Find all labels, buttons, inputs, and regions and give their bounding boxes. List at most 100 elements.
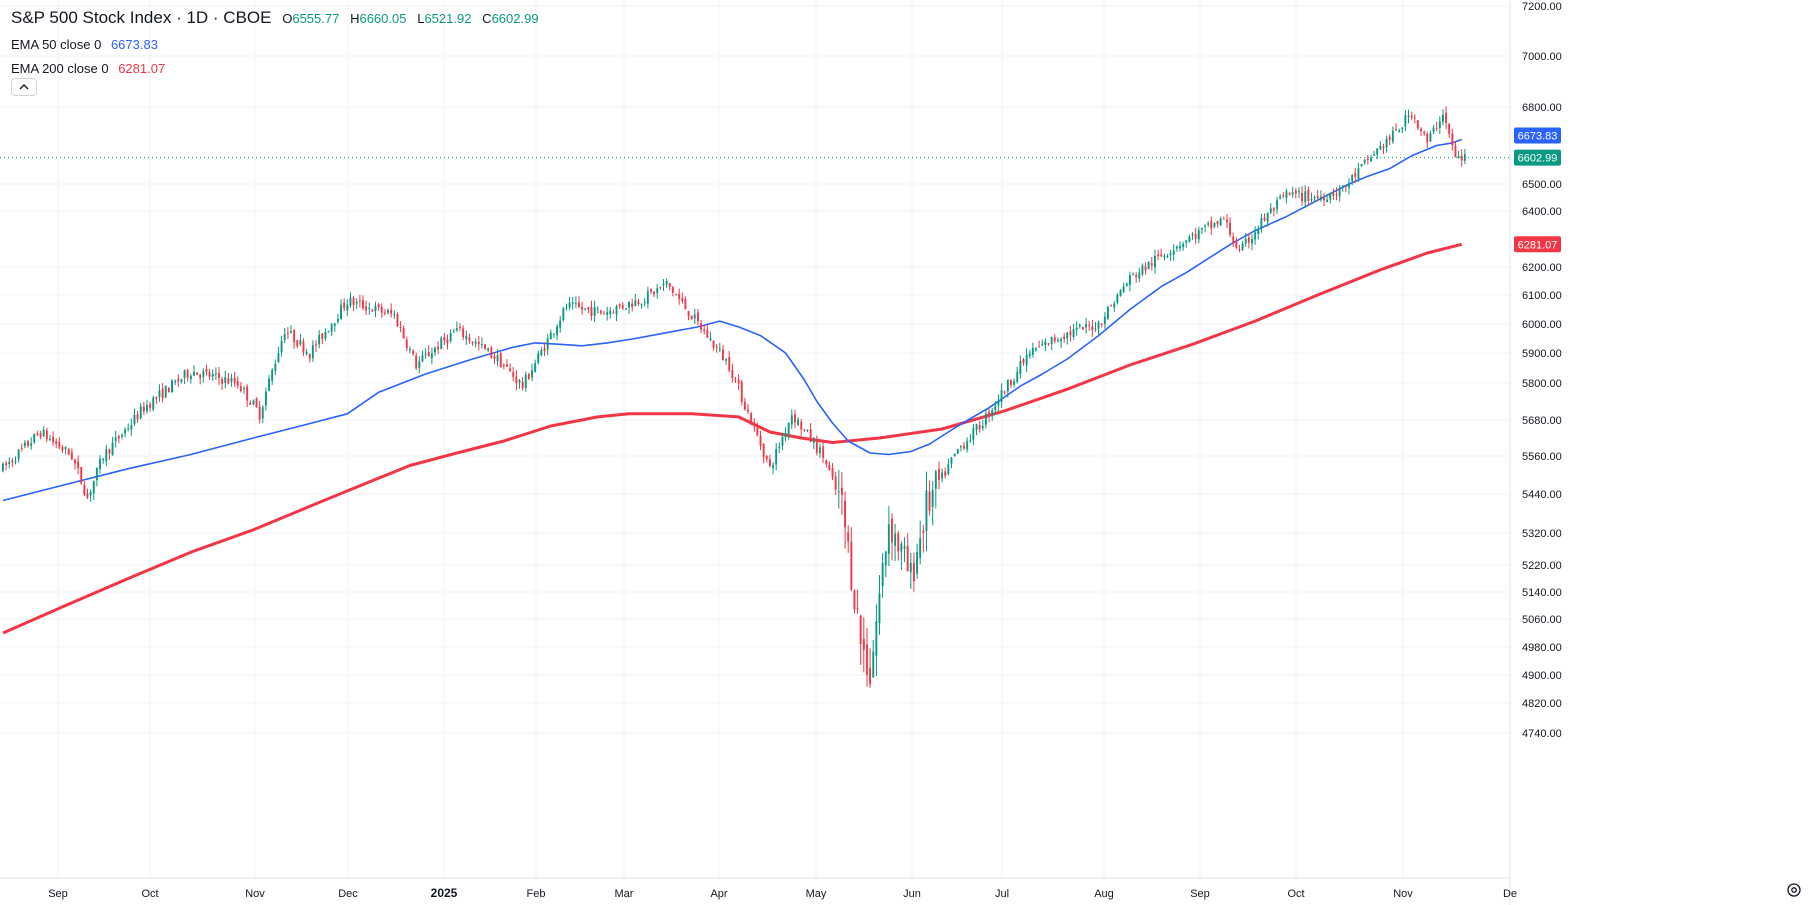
candle-body: [49, 438, 51, 440]
candle-body: [83, 485, 86, 495]
candle-body: [477, 342, 480, 345]
candle-body: [5, 462, 8, 466]
candle-body: [775, 449, 778, 465]
candle-body: [11, 460, 14, 463]
candle-body: [515, 376, 518, 384]
candle-body: [149, 404, 152, 409]
candle-body: [1003, 391, 1006, 393]
candle-body: [941, 472, 943, 479]
candle-body: [333, 323, 336, 326]
price-axis[interactable]: 4740.00 4820.00 4900.00 4980.00 5060.00 5140.…: [1522, 1, 1562, 740]
candle-body: [794, 414, 796, 423]
ema-50-legend[interactable]: EMA 50 close 0 6673.83: [11, 34, 539, 58]
candle-body: [462, 328, 465, 338]
symbol-row[interactable]: S&P 500 Stock Index · 1D · CBOE O6555.77…: [11, 6, 539, 34]
candle-body: [609, 310, 612, 315]
candle-body: [261, 407, 264, 419]
candle-body: [1072, 329, 1075, 337]
collapse-legend-button[interactable]: [11, 78, 37, 96]
candle-body: [55, 441, 58, 444]
candle-body: [1066, 332, 1069, 339]
candle-body: [556, 326, 558, 336]
high-value: 6660.05: [359, 11, 407, 26]
candle-body: [856, 608, 859, 610]
ema-200-line: [2, 242, 1463, 635]
candle-body: [531, 370, 533, 378]
candle-body: [130, 424, 133, 430]
y-tick-label: 5440.00: [1522, 489, 1562, 501]
ema-200-value: 6281.07: [118, 61, 166, 76]
candle-body: [650, 289, 652, 292]
candle-body: [919, 538, 922, 558]
candle-body: [86, 493, 89, 498]
candle-body: [822, 446, 825, 458]
candle-body: [1348, 182, 1350, 188]
ema-200-price-tag-bg: [1514, 236, 1561, 253]
gear-icon[interactable]: [1785, 881, 1803, 899]
candle-body: [527, 374, 530, 379]
candle-body: [437, 346, 439, 350]
candle-body: [1341, 185, 1344, 188]
candle-body: [506, 364, 508, 367]
candle-body: [1313, 197, 1316, 199]
candle-body: [1307, 189, 1310, 201]
y-tick-label: 5560.00: [1522, 451, 1562, 463]
close-label: C: [482, 11, 492, 26]
candle-body: [916, 552, 918, 574]
ema-200-price-tag: 6281.07: [1518, 239, 1558, 251]
candle-body: [693, 314, 696, 319]
candle-body: [1147, 261, 1150, 269]
ema-50-name: EMA 50 close 0: [11, 37, 102, 52]
candle-body: [402, 328, 405, 339]
candle-body: [662, 283, 665, 286]
candle-body: [593, 306, 596, 316]
candle-body: [922, 530, 925, 533]
candle-body: [1438, 121, 1441, 128]
candle-body: [1391, 130, 1394, 142]
candle-body: [944, 471, 947, 476]
candle-body: [728, 357, 731, 371]
candle-body: [449, 333, 452, 342]
candle-body: [146, 405, 148, 412]
candle-body: [1075, 327, 1078, 330]
x-tick-label: Apr: [710, 888, 727, 900]
candle-body: [1241, 243, 1244, 250]
candle-body: [1351, 175, 1354, 181]
ema-200-legend[interactable]: EMA 200 close 0 6281.07: [11, 58, 539, 82]
candle-body: [884, 551, 887, 566]
candle-body: [268, 378, 270, 391]
time-axis[interactable]: Sep Oct Nov Dec 2025 Feb Mar Apr May Jun Jul Aug Sep…: [48, 886, 1517, 900]
y-tick-label: 5060.00: [1522, 614, 1562, 626]
candle-body: [142, 406, 145, 412]
candle-body: [1019, 361, 1022, 374]
candle-body: [315, 344, 317, 346]
y-tick-label: 6500.00: [1522, 179, 1562, 191]
low-label: L: [417, 11, 425, 26]
candle-body: [340, 304, 342, 320]
candle-body: [809, 429, 812, 442]
candle-body: [290, 331, 292, 333]
candle-body: [740, 381, 743, 402]
candle-body: [787, 423, 790, 435]
symbol-title[interactable]: S&P 500 Stock Index · 1D · CBOE: [11, 8, 272, 27]
y-tick-label: 6000.00: [1522, 319, 1562, 331]
ema-line-path: [2, 242, 1463, 635]
candle-body: [211, 374, 214, 377]
candle-body: [806, 430, 809, 431]
candle-body: [765, 455, 768, 459]
candle-body: [177, 378, 180, 382]
candle-body: [841, 487, 843, 495]
candle-body: [1263, 217, 1266, 221]
candle-body: [1057, 339, 1059, 341]
candle-body: [343, 302, 346, 309]
candle-body: [950, 457, 953, 464]
candle-body: [869, 667, 871, 685]
candle-body: [1216, 220, 1219, 225]
candle-body: [1016, 371, 1019, 382]
candle-body: [208, 372, 211, 377]
candle-body: [1420, 128, 1422, 132]
candle-body: [1110, 305, 1113, 307]
candle-body: [747, 409, 749, 412]
candle-body: [349, 297, 352, 306]
